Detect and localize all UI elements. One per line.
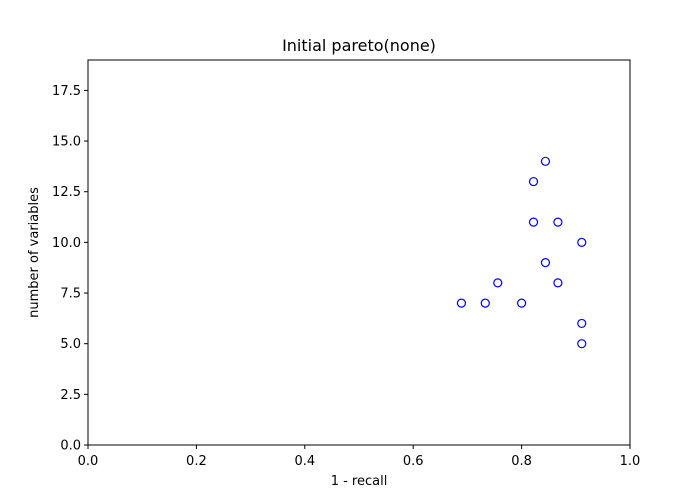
data-point bbox=[480, 298, 490, 308]
data-point bbox=[540, 156, 551, 166]
chart-title: Initial pareto(none) bbox=[282, 36, 436, 55]
plot-frame bbox=[87, 59, 631, 446]
y-axis-label: number of variables bbox=[27, 187, 42, 318]
x-tick-label: 0.2 bbox=[186, 454, 207, 469]
y-tick-label: 5.0 bbox=[60, 337, 81, 352]
y-tick-label: 10.0 bbox=[52, 236, 81, 251]
data-point bbox=[540, 258, 551, 268]
x-tick-label: 1.0 bbox=[620, 454, 641, 469]
x-axis-label: 1 - recall bbox=[331, 474, 388, 489]
data-point bbox=[553, 217, 563, 227]
y-tick-label: 17.5 bbox=[52, 84, 81, 99]
data-point bbox=[577, 318, 587, 329]
data-point bbox=[456, 298, 467, 308]
data-point bbox=[553, 278, 563, 288]
data-point bbox=[577, 339, 587, 349]
ticks-layer: 0.0 0.2 0.4 0.6 0.8 1.0 0.0 2.5 5.0 7.5 10.0 12.5 15… bbox=[52, 84, 640, 469]
x-tick-label: 0.0 bbox=[78, 454, 99, 469]
points-layer bbox=[456, 156, 587, 349]
y-tick-label: 12.5 bbox=[52, 185, 81, 200]
y-tick-label: 2.5 bbox=[60, 388, 81, 403]
data-point bbox=[516, 298, 527, 308]
x-tick-label: 0.6 bbox=[403, 454, 424, 469]
data-point bbox=[528, 176, 539, 187]
x-tick-label: 0.4 bbox=[294, 454, 315, 469]
y-tick-label: 15.0 bbox=[52, 135, 81, 150]
y-tick-label: 0.0 bbox=[60, 439, 81, 454]
data-point bbox=[493, 278, 503, 288]
data-point bbox=[577, 237, 587, 247]
data-point bbox=[528, 217, 539, 227]
y-tick-label: 7.5 bbox=[60, 287, 81, 302]
x-tick-label: 0.8 bbox=[511, 454, 532, 469]
